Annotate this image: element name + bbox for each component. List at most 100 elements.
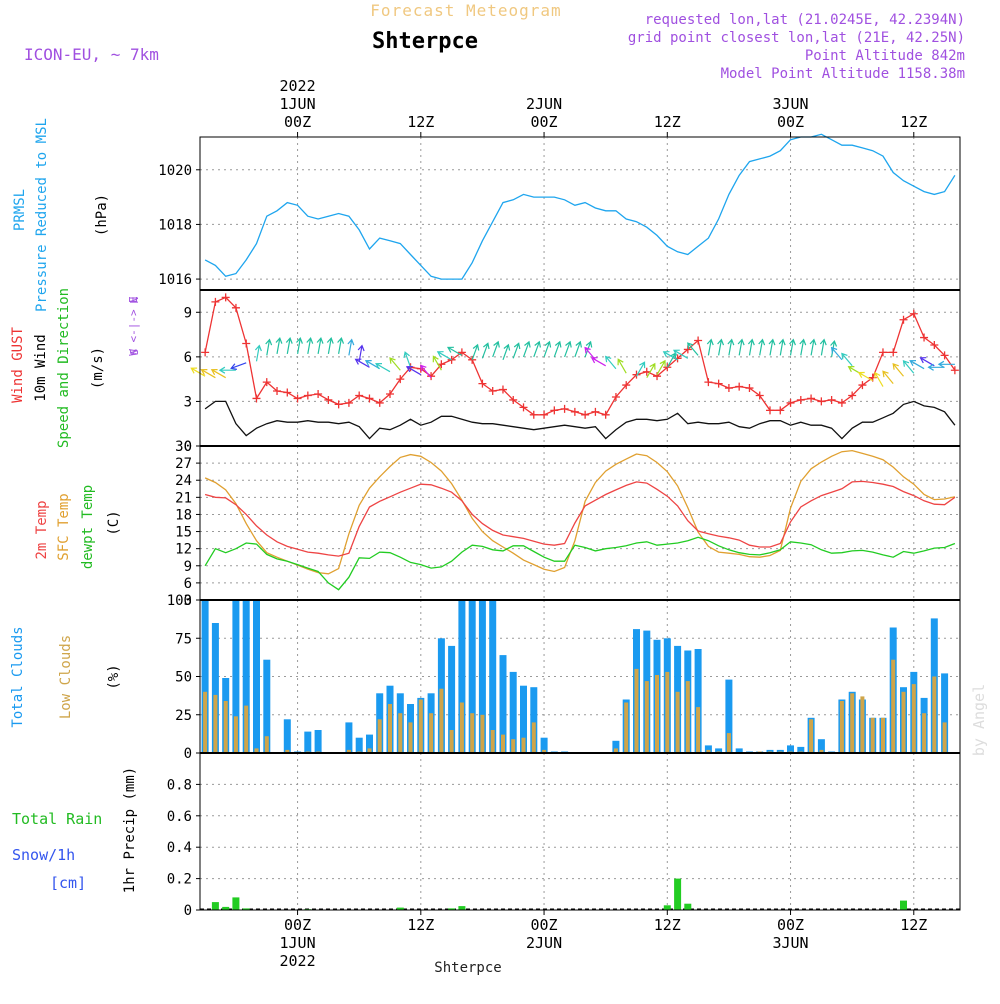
- wind-gust-marker: [848, 391, 857, 400]
- x-label-top: 1JUN: [280, 95, 316, 113]
- pressure-label-1: PRMSL: [12, 189, 28, 231]
- y-tick-label: 12: [175, 542, 192, 558]
- total-cloud-bar: [448, 645, 456, 753]
- x-label-bottom: 12Z: [407, 916, 434, 934]
- low-cloud-bar: [819, 749, 824, 753]
- low-cloud-bar: [254, 748, 259, 753]
- low-cloud-bar: [624, 702, 629, 753]
- wind-direction-arrow: [672, 349, 689, 359]
- y-tick-label: 100: [167, 593, 192, 609]
- panel-frame: [199, 136, 961, 291]
- y-tick-label: 9: [184, 305, 192, 321]
- total-cloud-bar: [468, 600, 476, 753]
- total-cloud-bar: [776, 749, 784, 753]
- wind-gust-marker: [714, 379, 723, 388]
- cloud-label-low: Low Clouds: [58, 635, 74, 719]
- wind-gust-marker: [796, 395, 805, 404]
- low-cloud-bar: [470, 713, 475, 753]
- wind-direction-arrow: [727, 338, 735, 356]
- wind-gust-marker: [201, 348, 210, 357]
- x-label-bottom: 12Z: [654, 916, 681, 934]
- y-tick-label: 24: [175, 473, 192, 489]
- total-cloud-bar: [366, 734, 373, 753]
- wind-direction-arrow: [937, 360, 955, 368]
- wind-direction-arrow: [543, 340, 552, 358]
- panels: 1016 1018 1020 PRMSL Pressure Reduced to MSL…: [10, 77, 961, 970]
- low-cloud-bar: [850, 693, 855, 753]
- wind-gust-marker: [221, 293, 230, 302]
- wind-direction-arrow: [364, 360, 381, 370]
- y-tick-label: 0.2: [167, 872, 192, 888]
- wind-direction-arrow: [354, 358, 370, 368]
- x-label-top: 00Z: [531, 113, 558, 131]
- wind-direction-arrow: [841, 352, 853, 367]
- wind-gust-marker: [899, 315, 908, 324]
- wind-direction-arrow: [326, 336, 334, 355]
- wind-direction-arrow: [492, 340, 500, 358]
- wind-gust-marker: [498, 385, 507, 394]
- low-cloud-bar: [398, 713, 403, 753]
- low-cloud-bar: [706, 749, 711, 753]
- wind-direction-arrow: [919, 357, 935, 367]
- low-cloud-bar: [490, 730, 495, 753]
- wind-direction-arrow: [285, 336, 293, 355]
- total-cloud-bar: [797, 746, 805, 753]
- y-tick-label: 1018: [158, 217, 192, 233]
- low-cloud-bar: [408, 722, 413, 753]
- wind-direction-arrow: [405, 366, 422, 376]
- low-cloud-bar: [881, 717, 885, 753]
- total-cloud-bar: [263, 659, 271, 753]
- wind-gust-marker: [314, 390, 323, 398]
- y-tick-label: 6: [184, 350, 192, 366]
- low-cloud-bar: [367, 748, 372, 753]
- wind-gust-marker: [262, 378, 271, 387]
- wind-gust-marker: [601, 410, 610, 419]
- total-cloud-bar: [489, 600, 497, 753]
- cloud-label-total: Total Clouds: [10, 626, 26, 727]
- wind-direction-arrow: [446, 346, 463, 356]
- total-cloud-bar: [211, 623, 219, 753]
- low-cloud-bar: [429, 713, 434, 753]
- rain-bar: [900, 900, 907, 910]
- panel-frame: [199, 289, 961, 447]
- wind-gust-marker: [386, 390, 394, 398]
- x-label-bottom: 00Z: [777, 916, 804, 934]
- 2m-temp-line: [204, 480, 956, 557]
- wind-direction-arrow: [230, 362, 247, 370]
- wind-gust-marker: [827, 395, 836, 404]
- low-cloud-bar: [521, 737, 526, 753]
- pressure-unit: (hPa): [94, 194, 110, 236]
- wind-direction-arrow: [522, 340, 531, 358]
- low-cloud-bar: [203, 691, 208, 753]
- wind-direction-arrow: [706, 338, 714, 356]
- low-cloud-bar: [264, 736, 269, 753]
- wind-direction-arrow: [403, 351, 412, 368]
- y-tick-label: 0: [184, 439, 192, 455]
- y-tick-label: 0: [184, 746, 192, 762]
- temp-label-dewpt: dewpt Temp: [80, 485, 96, 569]
- low-cloud-bar: [839, 701, 844, 753]
- low-cloud-bar: [655, 675, 659, 753]
- x-label-bottom: 2JUN: [526, 934, 562, 952]
- low-cloud-bar: [911, 684, 916, 753]
- wind-gust-marker: [540, 410, 549, 419]
- low-cloud-bar: [644, 681, 649, 753]
- x-label-bottom: 00Z: [531, 916, 558, 934]
- wind-gust-marker: [807, 394, 816, 403]
- x-label-top: 00Z: [284, 113, 311, 131]
- wind-direction-arrow: [635, 361, 646, 377]
- y-tick-label: 30: [175, 439, 192, 455]
- wind-label-gust: Wind GUST: [10, 327, 26, 403]
- temp-label-2m: 2m Temp: [34, 500, 50, 559]
- wind-gust-marker: [396, 375, 405, 384]
- wind-direction-arrow: [747, 338, 755, 356]
- wind-direction-arrow: [512, 342, 521, 359]
- wind-gust-marker: [560, 404, 569, 413]
- wind-gust-marker: [242, 339, 251, 348]
- wind-gust-marker: [766, 406, 774, 415]
- wind-gust-marker: [293, 394, 302, 403]
- rain-bar: [448, 908, 456, 910]
- model-label: ICON-EU, ~ 7km: [24, 45, 159, 64]
- low-cloud-bar: [501, 734, 505, 753]
- wind-gust-marker: [570, 407, 579, 416]
